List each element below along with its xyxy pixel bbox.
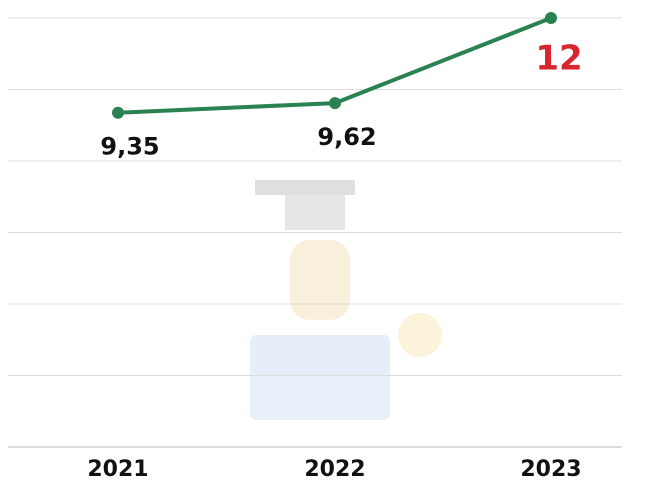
x-tick-label: 2021	[87, 457, 148, 481]
point	[545, 12, 557, 24]
point	[329, 97, 341, 110]
data-label: 9,35	[100, 133, 159, 161]
point	[112, 106, 124, 119]
data-label: 9,62	[317, 123, 376, 151]
x-tick-label: 2022	[304, 457, 365, 481]
background-illustration	[250, 180, 442, 420]
data-label: 12	[535, 39, 582, 79]
x-tick-label: 2023	[520, 457, 581, 481]
